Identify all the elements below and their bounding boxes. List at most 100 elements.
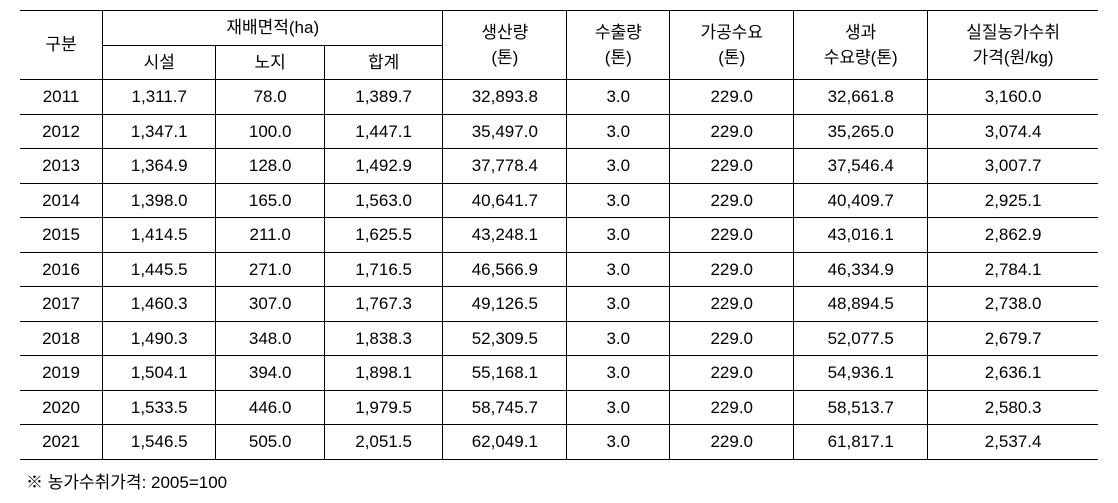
cell-proc: 229.0 [670,356,794,391]
data-table: 구분 재배면적(ha) 생산량(톤) 수출량(톤) 가공수요(톤) 생과수요량(… [20,10,1098,460]
table-row: 20121,347.1100.01,447.135,497.03.0229.03… [20,114,1098,149]
col-area-noji: 노지 [216,45,324,80]
cell-prod: 35,497.0 [443,114,567,149]
table-row: 20171,460.3307.01,767.349,126.53.0229.04… [20,287,1098,322]
cell-exp: 3.0 [567,287,670,322]
cell-hapgye: 1,389.7 [324,80,443,115]
table-row: 20181,490.3348.01,838.352,309.53.0229.05… [20,321,1098,356]
cell-hapgye: 1,563.0 [324,183,443,218]
cell-exp: 3.0 [567,80,670,115]
cell-proc: 229.0 [670,149,794,184]
cell-prod: 43,248.1 [443,218,567,253]
cell-proc: 229.0 [670,321,794,356]
cell-hapgye: 1,625.5 [324,218,443,253]
table-row: 20211,546.5505.02,051.562,049.13.0229.06… [20,425,1098,460]
cell-year: 2015 [20,218,103,253]
cell-year: 2011 [20,80,103,115]
cell-sisul: 1,460.3 [103,287,216,322]
cell-fresh: 46,334.9 [794,252,928,287]
cell-sisul: 1,546.5 [103,425,216,460]
col-production: 생산량(톤) [443,11,567,80]
cell-year: 2016 [20,252,103,287]
cell-prod: 52,309.5 [443,321,567,356]
cell-price: 2,537.4 [928,425,1098,460]
cell-prod: 55,168.1 [443,356,567,391]
cell-year: 2017 [20,287,103,322]
table-row: 20111,311.778.01,389.732,893.83.0229.032… [20,80,1098,115]
cell-hapgye: 1,979.5 [324,390,443,425]
cell-exp: 3.0 [567,390,670,425]
cell-hapgye: 1,767.3 [324,287,443,322]
footnote: ※ 농가수취가격: 2005=100 [20,468,1098,493]
table-header: 구분 재배면적(ha) 생산량(톤) 수출량(톤) 가공수요(톤) 생과수요량(… [20,11,1098,80]
cell-noji: 100.0 [216,114,324,149]
cell-sisul: 1,398.0 [103,183,216,218]
cell-price: 2,784.1 [928,252,1098,287]
cell-proc: 229.0 [670,425,794,460]
cell-proc: 229.0 [670,218,794,253]
col-area-sisul: 시설 [103,45,216,80]
cell-year: 2021 [20,425,103,460]
cell-price: 2,580.3 [928,390,1098,425]
cell-fresh: 43,016.1 [794,218,928,253]
cell-sisul: 1,311.7 [103,80,216,115]
cell-prod: 49,126.5 [443,287,567,322]
cell-year: 2012 [20,114,103,149]
table-row: 20131,364.9128.01,492.937,778.43.0229.03… [20,149,1098,184]
cell-prod: 40,641.7 [443,183,567,218]
col-export: 수출량(톤) [567,11,670,80]
cell-sisul: 1,414.5 [103,218,216,253]
cell-price: 2,738.0 [928,287,1098,322]
table-row: 20141,398.0165.01,563.040,641.73.0229.04… [20,183,1098,218]
table-row: 20201,533.5446.01,979.558,745.73.0229.05… [20,390,1098,425]
col-real-price: 실질농가수취가격(원/kg) [928,11,1098,80]
table-body: 20111,311.778.01,389.732,893.83.0229.032… [20,80,1098,460]
cell-year: 2018 [20,321,103,356]
cell-hapgye: 1,492.9 [324,149,443,184]
cell-price: 3,160.0 [928,80,1098,115]
cell-hapgye: 1,447.1 [324,114,443,149]
cell-price: 3,007.7 [928,149,1098,184]
cell-price: 2,636.1 [928,356,1098,391]
cell-sisul: 1,533.5 [103,390,216,425]
cell-noji: 271.0 [216,252,324,287]
cell-exp: 3.0 [567,114,670,149]
cell-proc: 229.0 [670,252,794,287]
cell-fresh: 37,546.4 [794,149,928,184]
cell-fresh: 35,265.0 [794,114,928,149]
cell-price: 2,925.1 [928,183,1098,218]
cell-noji: 394.0 [216,356,324,391]
cell-price: 3,074.4 [928,114,1098,149]
cell-exp: 3.0 [567,356,670,391]
table-row: 20161,445.5271.01,716.546,566.93.0229.04… [20,252,1098,287]
cell-noji: 446.0 [216,390,324,425]
cell-exp: 3.0 [567,321,670,356]
cell-year: 2014 [20,183,103,218]
cell-exp: 3.0 [567,425,670,460]
cell-year: 2020 [20,390,103,425]
cell-year: 2019 [20,356,103,391]
cell-exp: 3.0 [567,149,670,184]
table-row: 20151,414.5211.01,625.543,248.13.0229.04… [20,218,1098,253]
col-gubun: 구분 [20,11,103,80]
cell-fresh: 61,817.1 [794,425,928,460]
cell-year: 2013 [20,149,103,184]
cell-proc: 229.0 [670,114,794,149]
cell-sisul: 1,504.1 [103,356,216,391]
table-row: 20191,504.1394.01,898.155,168.13.0229.05… [20,356,1098,391]
cell-prod: 58,745.7 [443,390,567,425]
cell-noji: 165.0 [216,183,324,218]
cell-noji: 128.0 [216,149,324,184]
cell-hapgye: 1,716.5 [324,252,443,287]
cell-fresh: 54,936.1 [794,356,928,391]
cell-hapgye: 2,051.5 [324,425,443,460]
cell-prod: 46,566.9 [443,252,567,287]
cell-fresh: 52,077.5 [794,321,928,356]
cell-hapgye: 1,838.3 [324,321,443,356]
cell-noji: 307.0 [216,287,324,322]
cell-fresh: 32,661.8 [794,80,928,115]
cell-fresh: 40,409.7 [794,183,928,218]
cell-noji: 211.0 [216,218,324,253]
cell-noji: 348.0 [216,321,324,356]
cell-noji: 78.0 [216,80,324,115]
